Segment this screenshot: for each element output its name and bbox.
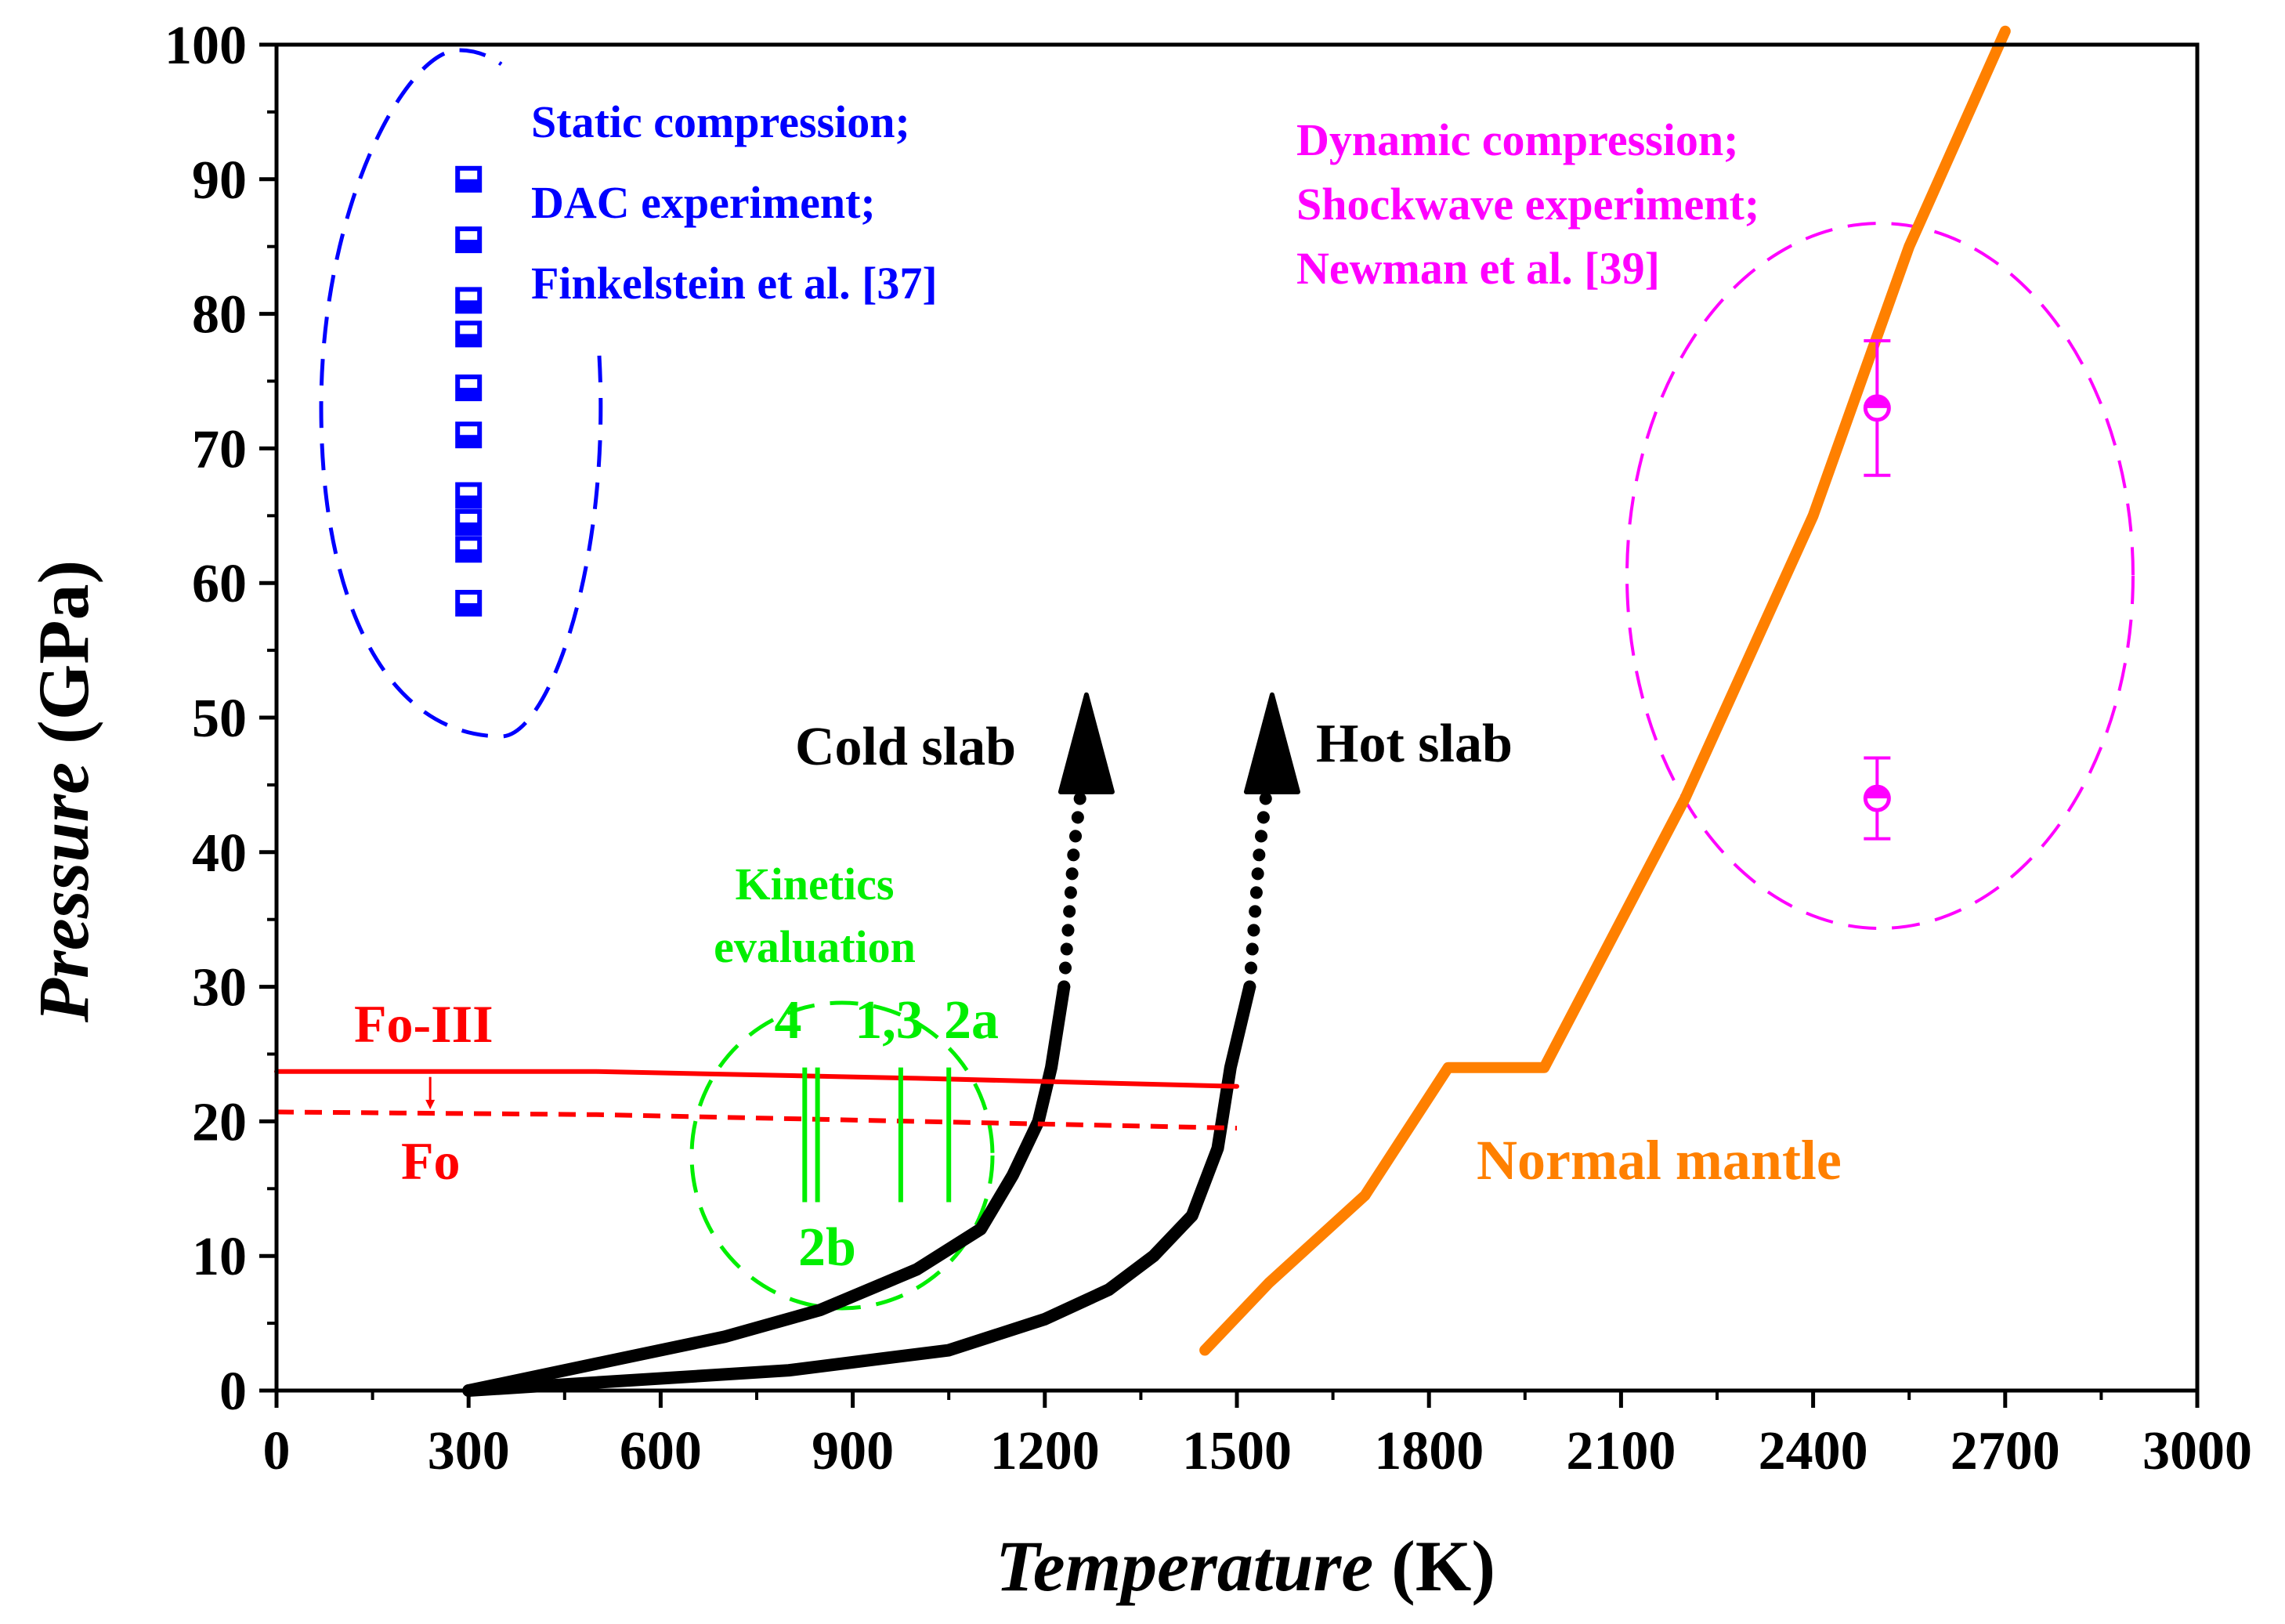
static-data-point-fill — [457, 602, 480, 614]
static-data-point-fill — [457, 435, 480, 447]
x-tick-label: 2400 — [1759, 1421, 1868, 1481]
fo-line — [276, 1109, 1238, 1130]
static-data-point-fill — [457, 388, 480, 400]
cold-slab-line — [462, 980, 1071, 1397]
static-data-point-fill — [457, 240, 480, 251]
fo3-label: Fo-III — [354, 994, 494, 1054]
x-axis-title-unit: (K) — [1391, 1526, 1495, 1606]
static-data-point-fill — [457, 334, 480, 345]
fo-iii-line — [274, 1069, 1239, 1089]
x-tick-label: 0 — [263, 1421, 291, 1481]
dynamic-label-1: Dynamic compression; — [1296, 114, 1738, 165]
hot-slab-label: Hot slab — [1316, 714, 1513, 774]
dynamic-data-point-fill — [1865, 396, 1889, 408]
x-tick-label: 1200 — [990, 1421, 1100, 1481]
y-tick-label: 50 — [192, 689, 247, 749]
hot-slab-dotted-extension — [1243, 765, 1275, 993]
static-data-point-fill — [457, 179, 480, 190]
normal-mantle-label: Normal mantle — [1477, 1129, 1842, 1192]
x-axis-title-italic: Temperature — [996, 1526, 1373, 1606]
static-label-3: Finkelstein et al. [37] — [531, 258, 938, 309]
y-tick-label: 60 — [192, 554, 247, 614]
hot-slab-line — [462, 980, 1256, 1397]
y-tick-label: 40 — [192, 823, 247, 884]
x-tick-label: 900 — [812, 1421, 894, 1481]
kinetics-label-2: evaluation — [714, 921, 916, 972]
static-ellipse — [319, 48, 603, 739]
y-tick-label: 0 — [219, 1362, 247, 1422]
y-tick-label: 80 — [192, 285, 247, 345]
y-tick-label: 30 — [192, 958, 247, 1018]
kinetics-number-2a: 2a — [944, 990, 999, 1051]
static-data-point-fill — [457, 300, 480, 312]
dynamic-ellipse — [1625, 222, 2135, 930]
x-tick-label: 3000 — [2142, 1421, 2252, 1481]
y-tick-label: 20 — [192, 1092, 247, 1152]
cold-slab-label: Cold slab — [795, 717, 1016, 777]
normal-mantle-line — [1199, 25, 2011, 1356]
ellipse-layer — [319, 48, 2135, 1311]
y-tick-label: 90 — [192, 150, 247, 211]
x-tick-label: 1500 — [1182, 1421, 1292, 1481]
static-label-1: Static compression; — [531, 96, 910, 147]
ticks-layer: 0 300 600 900 1200 1500 1800 2100 2400 2700 3000 0 1… — [165, 16, 2252, 1481]
kinetics-number-2b: 2b — [798, 1217, 856, 1278]
y-tick-label: 70 — [192, 419, 247, 479]
dynamic-data-point-fill — [1865, 787, 1889, 799]
kinetics-ellipse — [689, 1000, 995, 1311]
static-data-point-fill — [457, 522, 480, 533]
x-tick-label: 2100 — [1566, 1421, 1676, 1481]
kinetics-label-1: Kinetics — [736, 859, 895, 910]
static-data-point-fill — [457, 549, 480, 561]
dynamic-label-2: Shockwave experiment; — [1296, 179, 1759, 230]
y-axis-title: Pressure (GPa) — [24, 560, 103, 1023]
x-tick-label: 2700 — [1951, 1421, 2060, 1481]
x-tick-label: 300 — [428, 1421, 510, 1481]
phase-transition-arrow-head — [425, 1099, 436, 1109]
kinetics-number-4: 4 — [775, 990, 802, 1051]
y-axis-title-unit: (GPa) — [24, 560, 103, 744]
static-data-point-fill — [457, 495, 480, 507]
fo-label: Fo — [401, 1131, 461, 1191]
series-layer — [274, 25, 2011, 1397]
y-tick-label: 100 — [165, 16, 247, 76]
cold-slab-arrow — [1058, 692, 1115, 794]
static-label-2: DAC experiment; — [531, 177, 876, 228]
y-axis-title-italic: Pressure — [24, 762, 103, 1023]
hot-slab-arrow — [1243, 692, 1300, 794]
dynamic-label-3: Newman et al. [39] — [1296, 243, 1660, 294]
cold-slab-dotted-extension — [1058, 765, 1090, 993]
x-tick-label: 600 — [620, 1421, 702, 1481]
y-tick-label: 10 — [192, 1227, 247, 1287]
x-tick-label: 1800 — [1374, 1421, 1484, 1481]
kinetics-number-13: 1,3 — [855, 990, 924, 1051]
points-layer — [455, 165, 1891, 841]
x-axis-title: Temperature (K) — [996, 1526, 1495, 1606]
